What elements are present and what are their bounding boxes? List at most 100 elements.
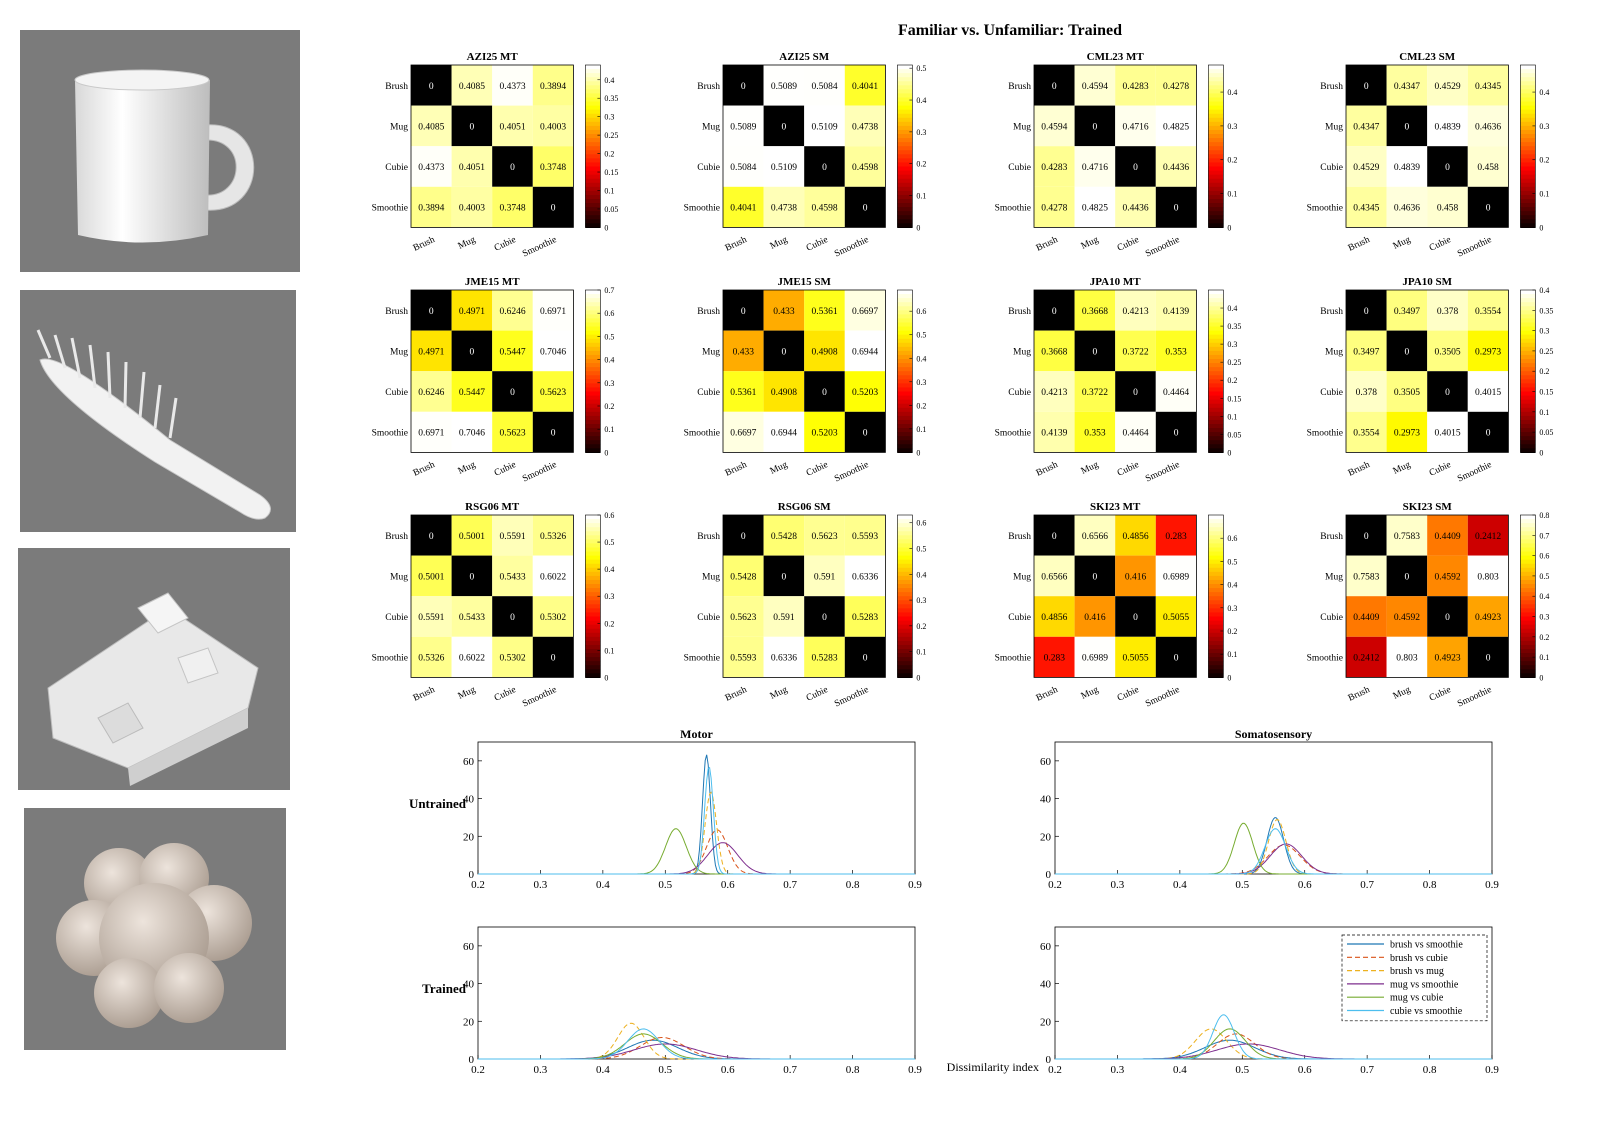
colorbar-segment [1208,93,1224,99]
heatmap-value: 0.3894 [418,204,444,214]
heatmap-value: 0.5089 [730,122,756,132]
colorbar-segment [585,215,601,220]
heatmap-value: 0 [1093,572,1098,582]
colorbar-tick-label: 0.8 [1539,511,1549,520]
colorbar-segment [1520,407,1536,413]
heatmap-azi25-mt: AZI25 MT 0 0.4085 0.4373 0.3894 0.4085 0 0.4051… [372,51,619,260]
colorbar-segment [1208,531,1224,536]
colorbar-segment [1520,125,1536,131]
heatmap-cell [411,411,452,453]
colorbar-segment [897,367,913,372]
heatmap-value: 0.3505 [1394,388,1420,398]
colorbar-tick-label: 0.25 [604,131,618,140]
colorbar-segment [1208,302,1224,307]
colorbar-segment [897,134,913,139]
cubie-photo [18,548,290,790]
colorbar-segment [1208,121,1224,127]
heatmap-cell [1427,596,1468,637]
colorbar-segment [585,519,601,524]
colorbar-segment [585,616,601,622]
colorbar-tick-label: 0.05 [1539,428,1553,437]
colorbar-segment [897,411,913,417]
colorbar-tick-label: 0.7 [604,286,614,295]
colorbar-tick-label: 0.05 [604,205,618,214]
heatmap-cell [723,371,764,412]
colorbar-segment [1520,653,1536,658]
y-tick-label: 20 [463,831,475,843]
heatmap-cell [1467,290,1509,331]
colorbar-segment [585,584,601,589]
colorbar-segment [1520,371,1536,376]
heatmap-value: 0.591 [773,613,795,623]
colorbar-segment [1520,207,1536,212]
colorbar-segment [1208,154,1224,159]
heatmap-cell [1386,555,1428,597]
heatmap-value: 0.4085 [418,122,444,132]
colorbar-segment [897,379,913,384]
heatmap-value: 0.4283 [1122,82,1148,92]
colorbar-segment [585,367,601,372]
colorbar-segment [1208,644,1224,650]
colorbar-frame [1520,64,1536,228]
heatmap-rsg06-sm: RSG06 SM 0 0.5428 0.5623 0.5593 0.5428 0 0.591 0… [684,501,927,710]
colorbar-segment [585,207,601,212]
colorbar-tick-label: 0.3 [1539,122,1549,131]
colorbar-segment [897,620,913,626]
colorbar-segment [897,198,913,204]
heatmap-cell [1427,290,1468,331]
colorbar-segment [897,69,913,74]
heatmap-cell [1427,371,1468,412]
colorbar-segment [1520,97,1536,103]
heatmap-cell [1034,105,1075,147]
heatmap-value: 0.5283 [852,613,878,623]
heatmap-col-label: Mug [1392,685,1413,702]
heatmap-cell [1346,371,1387,412]
colorbar-segment [1208,166,1224,172]
mug-photo [20,30,300,272]
colorbar-segment [1520,117,1536,123]
heatmap-title: AZI25 SM [779,51,829,63]
colorbar-segment [585,551,601,557]
heatmap-cell [1346,186,1387,228]
heatmap-title: AZI25 MT [467,51,519,63]
colorbar-segment [897,395,913,401]
colorbar-tick-label: 0.4 [1227,88,1237,97]
heatmap-row-label: Brush [385,307,408,317]
heatmap-value: 0 [1133,613,1138,623]
heatmap-value: 0 [1174,429,1179,439]
heatmap-value: 0 [1364,307,1369,317]
heatmap-cell [723,636,764,678]
colorbar-segment [1520,415,1536,421]
heatmap-value: 0.4529 [1434,82,1460,92]
heatmap-cell [492,411,533,453]
heatmap-value: 0.5591 [418,613,444,623]
heatmap-value: 0.4594 [1082,82,1108,92]
heatmap-cell [1386,146,1428,187]
legend-label: brush vs smoothie [1390,940,1463,951]
heatmap-cell [763,105,805,147]
colorbar-segment [1208,346,1224,352]
colorbar-segment [1520,665,1536,670]
heatmap-value: 0.4636 [1475,122,1501,132]
heatmap-value: 0 [1052,307,1057,317]
colorbar-segment [1208,363,1224,368]
heatmap-frame [410,289,574,453]
colorbar-segment [897,194,913,200]
colorbar-segment [1208,306,1224,311]
heatmap-cell [1467,330,1509,372]
heatmap-cell [1346,290,1387,331]
colorbar-segment [1520,194,1536,200]
heatmap-title: SKI23 MT [1090,501,1141,513]
colorbar-tick-label: 0.4 [604,565,614,574]
x-tick-label: 0.6 [721,1064,735,1076]
heatmap-cell [804,146,845,187]
colorbar-segment [1520,669,1536,674]
colorbar-segment [897,391,913,397]
colorbar-segment [585,73,601,78]
colorbar-segment [897,109,913,115]
colorbar-segment [1520,673,1536,678]
colorbar-segment [585,190,601,196]
heatmap-value: 0.6944 [852,347,878,357]
colorbar-segment [1520,166,1536,172]
heatmap-col-label: Brush [724,460,749,479]
